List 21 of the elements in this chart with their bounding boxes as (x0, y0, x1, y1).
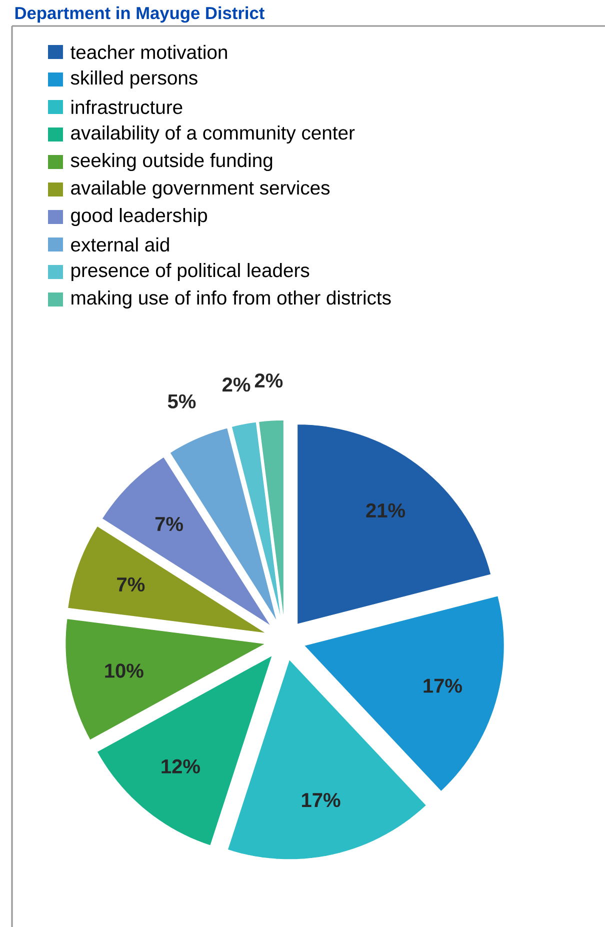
data-label: 5% (168, 394, 196, 408)
data-label: 17% (424, 678, 462, 693)
data-label: 7% (117, 577, 145, 592)
legend-label: available government services (71, 180, 330, 199)
data-label: 2% (222, 378, 250, 392)
data-label: 10% (105, 664, 144, 678)
legend-label: teacher motivation (70, 44, 227, 60)
legend-label: availability of a community center (71, 126, 355, 144)
data-label: 17% (302, 793, 340, 808)
legend-label: making use of info from other districts (72, 290, 391, 309)
data-label: 2% (254, 373, 283, 388)
chart-title: Department in Mayuge District (15, 6, 264, 23)
data-label: 21% (366, 503, 405, 518)
legend-label: good leadership (71, 208, 208, 226)
legend-label: external aid (71, 237, 169, 252)
legend-label: seeking outside funding (70, 152, 272, 172)
legend-label: skilled persons (70, 70, 198, 89)
data-label: 7% (155, 517, 183, 532)
legend-label: presence of political leaders (72, 262, 310, 282)
data-label: 12% (162, 759, 200, 774)
legend-label: infrastructure (72, 100, 182, 114)
